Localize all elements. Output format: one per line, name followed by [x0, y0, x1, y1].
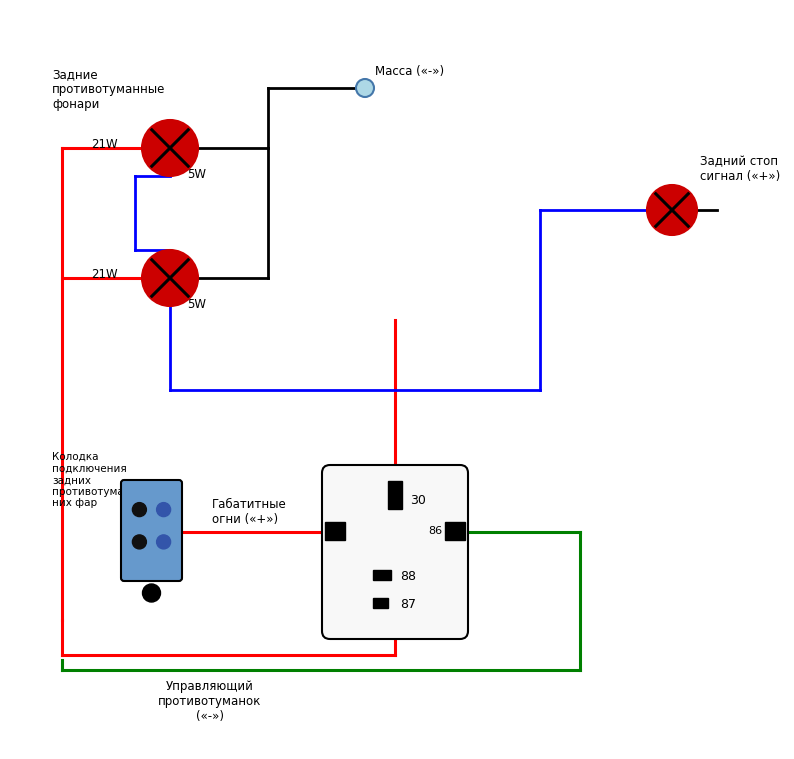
Text: 21W: 21W	[91, 137, 118, 150]
Text: Масса («-»): Масса («-»)	[375, 65, 444, 78]
Text: 87: 87	[400, 597, 416, 610]
Circle shape	[133, 502, 146, 517]
FancyBboxPatch shape	[121, 480, 182, 581]
Bar	[445, 522, 465, 540]
Text: 85: 85	[332, 526, 346, 536]
Text: Задние
противотуманные
фонари: Задние противотуманные фонари	[52, 68, 165, 111]
Circle shape	[133, 535, 146, 549]
FancyBboxPatch shape	[322, 465, 468, 639]
Bar	[325, 522, 345, 540]
Circle shape	[647, 185, 697, 235]
Bar	[373, 598, 388, 608]
Circle shape	[142, 250, 198, 306]
Circle shape	[356, 79, 374, 97]
Bar	[373, 570, 391, 580]
Text: 21W: 21W	[91, 267, 118, 281]
Circle shape	[142, 584, 160, 602]
Circle shape	[156, 535, 171, 549]
Circle shape	[156, 502, 171, 517]
Text: 86: 86	[428, 526, 442, 536]
Text: Задний стоп
сигнал («+»): Задний стоп сигнал («+»)	[700, 155, 781, 183]
Text: Габатитные
огни («+»): Габатитные огни («+»)	[212, 498, 287, 526]
Bar	[388, 481, 402, 509]
Text: 5W: 5W	[187, 298, 206, 311]
Text: Управляющий
противотуманок
(«-»): Управляющий противотуманок («-»)	[158, 680, 262, 723]
Text: 5W: 5W	[187, 168, 206, 181]
Text: 88: 88	[400, 569, 416, 582]
Text: Колодка
подключения
задних
противотуман
них фар: Колодка подключения задних противотуман …	[52, 452, 131, 509]
Circle shape	[142, 120, 198, 176]
Text: 30: 30	[410, 495, 426, 508]
